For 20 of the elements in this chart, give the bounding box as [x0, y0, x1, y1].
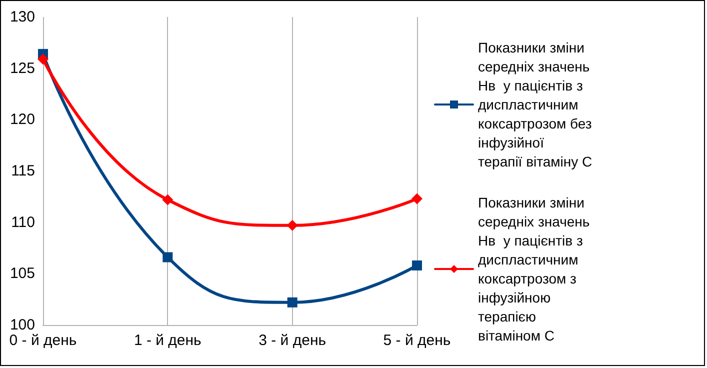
y-tick-label: 110	[11, 214, 35, 231]
x-tick-label: 5 - й день	[383, 332, 451, 349]
point	[162, 194, 174, 206]
point	[286, 220, 298, 231]
y-tick-label: 130	[10, 8, 35, 26]
y-tick-label: 120	[10, 111, 35, 128]
point	[287, 297, 298, 308]
point	[38, 54, 48, 65]
x-tick-label: 0 - й день	[9, 332, 77, 349]
point	[412, 260, 422, 270]
x-tick-label: 1 - й день	[134, 332, 202, 349]
y-tick-label: 105	[10, 265, 35, 282]
legend-label: Показники зміни середніх значень Нв у пацієнтів з диспластичним коксартрозом без інфузійної терапії вітаміну С	[478, 40, 596, 170]
legend-label: Показники зміни середніх значень Нв у пацієнтів з диспластичним коксартрозом з інфузійною терапією вітаміном С	[478, 194, 594, 344]
point	[162, 252, 173, 262]
y-tick-label: 125	[10, 60, 35, 77]
y-tick-label: 115	[11, 162, 35, 180]
x-tick-label: 3 - й день	[258, 332, 326, 349]
point	[412, 193, 422, 204]
y-tick-label: 100	[10, 316, 35, 334]
